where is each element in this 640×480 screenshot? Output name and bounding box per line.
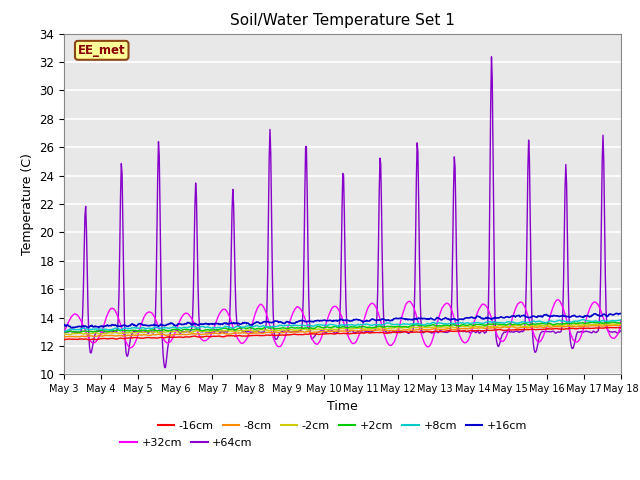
Text: EE_met: EE_met	[78, 44, 125, 57]
X-axis label: Time: Time	[327, 400, 358, 413]
Title: Soil/Water Temperature Set 1: Soil/Water Temperature Set 1	[230, 13, 455, 28]
Y-axis label: Temperature (C): Temperature (C)	[20, 153, 34, 255]
Legend: +32cm, +64cm: +32cm, +64cm	[116, 433, 257, 452]
